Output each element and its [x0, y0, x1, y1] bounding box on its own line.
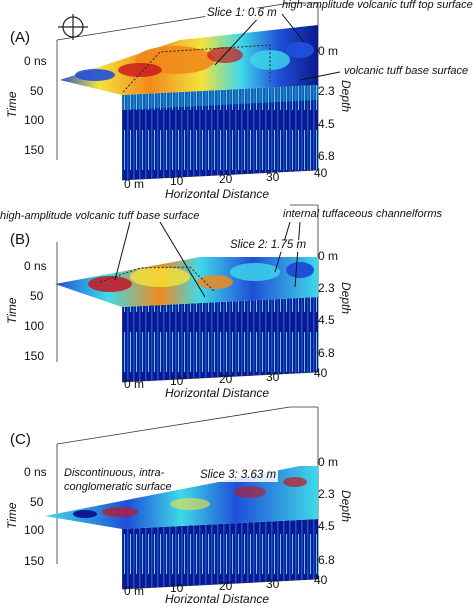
annotation: high-amplitude volcanic tuff base surfac… [0, 210, 200, 222]
x-tick: 30 [266, 577, 280, 591]
time-tick: 50 [30, 495, 44, 509]
time-tick: 100 [24, 319, 45, 333]
x-tick: 0 m [124, 377, 145, 391]
x-tick: 20 [219, 172, 233, 186]
x-tick: 30 [266, 170, 280, 184]
depth-tick: 6.8 [318, 149, 335, 163]
x-tick: 30 [266, 370, 280, 384]
depth-tick: 4.5 [318, 117, 335, 131]
panel-b: (B) Slice 2: 1.75 m high-amplitude volca… [0, 202, 474, 404]
time-tick: 100 [24, 523, 45, 537]
depth-tick: 0 m [318, 455, 339, 469]
time-axis-label: Time [5, 502, 19, 529]
time-tick: 0 ns [24, 465, 47, 479]
panel-label: (B) [10, 231, 30, 248]
x-tick: 10 [170, 174, 184, 188]
depth-tick: 4.5 [318, 313, 335, 327]
annotation: conglomeratic surface [64, 481, 172, 493]
time-tick: 0 ns [24, 259, 47, 273]
vertical-section-c [122, 519, 318, 589]
depth-axis-label: Depth [339, 490, 353, 523]
slice-label: Slice 2: 1.75 m [228, 239, 309, 252]
slice-label: Slice 1: 0.6 m [205, 7, 279, 20]
time-tick: 0 ns [24, 54, 47, 68]
time-tick: 100 [24, 113, 45, 127]
depth-tick: 6.8 [318, 346, 335, 360]
depth-axis-label: Depth [339, 282, 353, 315]
x-axis-label: Horizontal Distance [165, 386, 270, 400]
time-tick: 150 [24, 143, 45, 157]
depth-tick: 4.5 [318, 519, 335, 533]
annotation: volcanic tuff base surface [344, 65, 469, 77]
x-tick: 40 [314, 166, 328, 180]
gpr-cube-a [56, 2, 341, 181]
x-axis-label: Horizontal Distance [165, 592, 270, 606]
depth-tick: 2.3 [318, 281, 335, 295]
slice-label: Slice 3: 3.63 m [198, 469, 279, 482]
time-tick: 150 [24, 349, 45, 363]
x-tick: 10 [170, 581, 184, 595]
x-tick: 0 m [124, 584, 145, 598]
gpr-cube-c [45, 406, 319, 590]
depth-axis-label: Depth [339, 80, 353, 113]
panel-a: (A) Slice 1: 0.6 m high-amplitude volcan… [0, 0, 474, 202]
depth-tick: 6.8 [318, 553, 335, 567]
x-tick: 10 [170, 374, 184, 388]
x-tick: 0 m [124, 177, 145, 191]
gpr-cube-b [55, 204, 319, 383]
depth-tick: 2.3 [318, 487, 335, 501]
x-tick: 40 [314, 573, 328, 587]
time-tick: 150 [24, 554, 45, 568]
x-axis-label: Horizontal Distance [165, 187, 270, 201]
time-axis-label: Time [5, 297, 19, 324]
compass-crosshair-icon [58, 14, 88, 40]
annotation: internal tuffaceous channelforms [283, 208, 442, 220]
panel-label: (A) [10, 29, 30, 46]
panel-label: (C) [10, 431, 31, 448]
panel-c: (C) Slice 3: 3.63 m Discontinuous, intra… [0, 404, 474, 606]
time-tick: 50 [30, 84, 44, 98]
time-axis-label: Time [5, 91, 19, 118]
depth-tick: 0 m [318, 44, 339, 58]
depth-tick: 0 m [318, 249, 339, 263]
x-tick: 20 [219, 579, 233, 593]
annotation: Discontinuous, intra- [64, 467, 165, 479]
depth-tick: 2.3 [318, 84, 335, 98]
x-tick: 20 [219, 372, 233, 386]
x-tick: 40 [314, 366, 328, 380]
vertical-section-b [122, 297, 318, 382]
vertical-section-a [122, 85, 318, 180]
time-tick: 50 [30, 289, 44, 303]
annotation: high-amplitude volcanic tuff top surface [282, 0, 473, 11]
